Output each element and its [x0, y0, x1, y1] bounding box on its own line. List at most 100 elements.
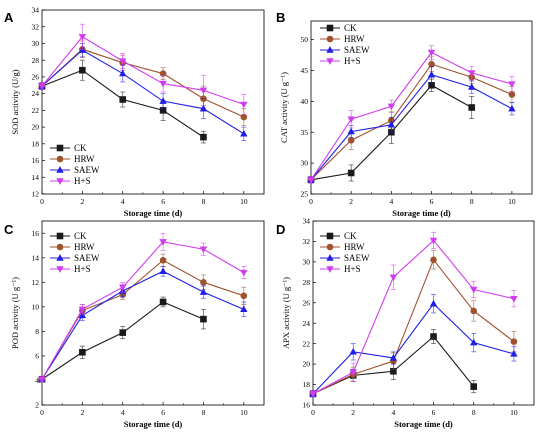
legend-label-d-h-plus-s: H+S: [344, 264, 361, 274]
y-axis-title-b: CAT activity (U g⁻¹): [279, 72, 289, 143]
plot-frame-d: [312, 220, 535, 406]
plot-frame-b: [310, 20, 533, 195]
x-tick-label-b-4: 4: [389, 197, 393, 206]
y-tick-label-a-12: 12: [32, 190, 40, 199]
y-tick-label-c-6: 6: [35, 352, 39, 361]
series-d-saew: [309, 294, 518, 398]
y-tick-label-d-34: 34: [303, 217, 311, 226]
legend-marker-c-saew: [56, 254, 64, 261]
data-point-a-saew-8: [199, 104, 208, 112]
y-tick-label-d-30: 30: [303, 257, 311, 266]
x-tick-label-c-8: 8: [202, 408, 206, 417]
data-point-d-ck-8: [470, 383, 478, 390]
data-point-b-saew-6: [427, 70, 436, 78]
panel-letter-b: B: [276, 10, 285, 25]
legend-label-d-hrw: HRW: [344, 242, 365, 252]
chart-panel-a: A0 2 4 6 8 10121416182022242628303234Storage …: [4, 6, 265, 218]
legend-marker-a-h-plus-s: [56, 178, 64, 185]
y-tick-label-c-16: 16: [32, 229, 40, 238]
series-a-saew: [38, 43, 248, 141]
series-line-c-hrw: [41, 259, 244, 380]
y-tick-label-a-26: 26: [32, 73, 40, 82]
y-tick-label-d-26: 26: [303, 298, 311, 307]
data-point-a-hrw-10: [240, 113, 248, 121]
data-point-d-h-plus-s-8: [470, 286, 478, 294]
data-point-b-saew-10: [508, 104, 516, 112]
series-line-d-h-plus-s: [312, 239, 515, 395]
legend-label-b-hrw: HRW: [344, 34, 365, 44]
data-point-b-h-plus-s-2: [347, 116, 355, 124]
data-point-c-hrw-10: [240, 292, 248, 300]
y-tick-label-d-24: 24: [303, 319, 311, 328]
data-point-d-h-plus-s-10: [510, 295, 518, 303]
x-tick-label-b-2: 2: [349, 197, 353, 206]
y-tick-label-b-35: 35: [301, 128, 309, 137]
data-point-a-h-plus-s-4: [119, 58, 127, 65]
x-tick-label-d-8: 8: [472, 408, 476, 417]
legend-label-d-saew: SAEW: [344, 253, 370, 263]
x-axis-title-d: Storage time (d): [394, 419, 453, 429]
data-point-d-hrw-8: [470, 307, 478, 315]
legend-label-c-saew: SAEW: [74, 253, 100, 263]
legend-marker-b-ck: [326, 24, 334, 32]
x-tick-label-c-2: 2: [80, 408, 84, 417]
legend-label-b-h-plus-s: H+S: [344, 56, 361, 66]
data-point-a-ck-6: [159, 107, 167, 114]
legend-marker-a-ck: [56, 144, 64, 152]
y-axis-title-d: APX activity (U g⁻¹): [281, 277, 291, 349]
data-point-b-h-plus-s-6: [427, 49, 436, 57]
plot-frame-a: [41, 9, 265, 195]
series-line-a-saew: [41, 49, 245, 135]
data-point-b-ck-2: [347, 169, 355, 177]
y-tick-label-d-18: 18: [303, 380, 311, 389]
y-tick-label-c-4: 4: [35, 376, 39, 385]
legend-label-c-ck: CK: [74, 231, 87, 241]
legend-marker-c-hrw: [56, 243, 64, 251]
data-point-d-h-plus-s-6: [429, 237, 438, 245]
data-point-b-ck-8: [468, 104, 476, 111]
x-axis-title-a: Storage time (d): [124, 208, 183, 218]
data-point-c-ck-4: [119, 329, 127, 336]
data-point-a-saew-6: [159, 97, 167, 104]
data-point-c-ck-6: [159, 298, 167, 306]
legend-label-a-ck: CK: [74, 143, 87, 153]
legend-marker-c-h-plus-s: [56, 266, 64, 273]
data-point-b-hrw-2: [347, 136, 355, 144]
data-point-a-ck-2: [79, 66, 86, 74]
x-tick-label-c-4: 4: [121, 408, 125, 417]
x-tick-label-a-2: 2: [80, 197, 84, 206]
data-point-d-ck-4: [390, 367, 397, 375]
legend-label-b-ck: CK: [344, 23, 357, 33]
data-point-a-h-plus-s-2: [78, 34, 87, 41]
series-line-b-saew: [310, 74, 513, 181]
data-point-c-ck-8: [200, 315, 207, 323]
y-tick-label-a-14: 14: [32, 173, 40, 182]
data-point-d-saew-2: [349, 347, 357, 355]
series-line-c-saew: [41, 270, 245, 380]
data-point-a-ck-4: [119, 96, 127, 103]
series-line-a-h-plus-s: [41, 36, 245, 106]
y-tick-label-d-28: 28: [303, 278, 311, 287]
legend-marker-b-saew: [326, 46, 334, 53]
y-tick-label-b-50: 50: [301, 35, 309, 44]
legend-label-c-hrw: HRW: [74, 242, 95, 252]
y-tick-label-c-12: 12: [32, 278, 40, 287]
x-tick-label-a-4: 4: [121, 197, 125, 206]
y-tick-label-b-40: 40: [301, 97, 309, 106]
legend-marker-b-h-plus-s: [326, 58, 334, 65]
legend-marker-d-h-plus-s: [326, 266, 334, 273]
data-point-c-saew-8: [199, 288, 208, 295]
data-point-c-h-plus-s-2: [78, 306, 87, 314]
x-tick-label-d-0: 0: [311, 408, 315, 417]
y-tick-label-b-30: 30: [301, 159, 309, 168]
data-point-b-h-plus-s-4: [387, 103, 396, 111]
legend-label-d-ck: CK: [344, 231, 357, 241]
y-axis-title-a: SOD activity (U/g): [10, 69, 20, 134]
y-tick-label-d-22: 22: [303, 339, 311, 348]
x-axis-title-b: Storage time (d): [392, 208, 451, 218]
